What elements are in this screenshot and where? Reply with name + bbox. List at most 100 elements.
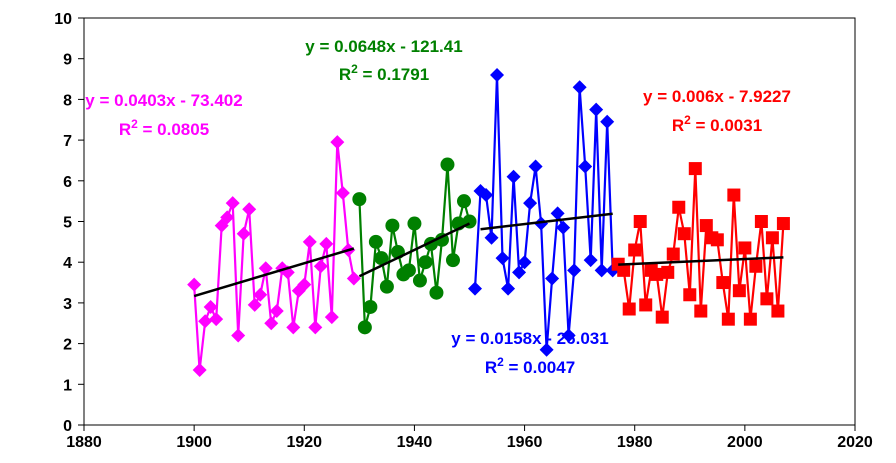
data-point <box>589 102 604 117</box>
y-tick-label: 9 <box>63 52 72 69</box>
data-point <box>567 263 582 278</box>
y-tick-label: 5 <box>63 215 72 232</box>
data-point <box>556 220 571 235</box>
data-point <box>534 216 549 231</box>
data-point <box>545 271 560 286</box>
r-squared-label: R2 = 0.0805 <box>119 117 209 139</box>
data-point <box>368 234 383 249</box>
y-tick-label: 8 <box>63 92 72 109</box>
trendline <box>358 222 471 278</box>
data-point <box>412 273 427 288</box>
y-tick-label: 1 <box>63 377 72 394</box>
y-tick-label: 4 <box>63 255 72 272</box>
y-tick-label: 0 <box>63 418 72 435</box>
data-point <box>622 302 636 316</box>
data-point <box>721 312 735 326</box>
axes: 0 1 2 3 4 5 6 7 8 9 10 1880 1900 1920 1940 1960 1980 2000… <box>54 11 873 451</box>
data-point <box>445 253 460 268</box>
data-point <box>346 271 361 286</box>
x-tick-label: 1960 <box>507 434 543 451</box>
data-point <box>357 320 372 335</box>
data-point <box>512 265 527 280</box>
data-point <box>677 227 691 241</box>
data-point <box>661 265 675 279</box>
data-point <box>617 263 631 277</box>
data-point <box>203 299 218 314</box>
data-point <box>561 328 576 343</box>
data-point <box>198 314 213 329</box>
data-point <box>242 202 257 217</box>
trendline-equation: y = 0.0403x - 73.402 <box>85 91 242 110</box>
data-point <box>401 263 416 278</box>
trendline-equation: y = 0.0648x - 121.41 <box>305 37 462 56</box>
data-point <box>650 267 664 281</box>
data-point <box>495 251 510 266</box>
data-point <box>352 192 367 207</box>
data-point <box>583 253 598 268</box>
data-point <box>484 230 499 245</box>
data-point <box>506 169 521 184</box>
data-point <box>710 233 724 247</box>
data-point <box>738 241 752 255</box>
data-point <box>749 259 763 273</box>
data-point <box>771 304 785 318</box>
data-point <box>302 234 317 249</box>
data-point <box>688 162 702 176</box>
data-point <box>308 320 323 335</box>
trendline <box>193 247 355 298</box>
data-point <box>490 67 505 82</box>
data-point <box>225 196 240 211</box>
data-point <box>209 312 224 327</box>
data-point <box>666 247 680 261</box>
data-point <box>743 312 757 326</box>
data-point <box>501 281 516 296</box>
data-point <box>269 304 284 319</box>
data-point <box>594 263 609 278</box>
data-point <box>776 217 790 231</box>
x-tick-label: 1920 <box>286 434 322 451</box>
data-point <box>727 188 741 202</box>
data-point <box>572 80 587 95</box>
data-point <box>468 281 483 296</box>
data-point <box>440 157 455 172</box>
y-tick-label: 3 <box>63 296 72 313</box>
series-2 <box>352 157 477 335</box>
data-point <box>264 316 279 331</box>
data-point <box>379 279 394 294</box>
data-point <box>258 261 273 276</box>
data-point <box>716 276 730 290</box>
x-tick-label: 1900 <box>176 434 212 451</box>
x-tick-label: 1880 <box>66 434 102 451</box>
data-point <box>539 342 554 357</box>
series-3 <box>468 67 620 357</box>
data-point <box>550 206 565 221</box>
data-point <box>655 310 669 324</box>
data-point <box>187 277 202 292</box>
data-point <box>418 255 433 270</box>
data-point <box>192 363 207 378</box>
data-point <box>335 186 350 201</box>
data-point <box>628 243 642 257</box>
r-squared-label: R2 = 0.0031 <box>672 113 762 135</box>
data-point <box>754 215 768 228</box>
data-point <box>694 304 708 318</box>
series-1 <box>187 135 361 378</box>
x-tick-label: 1980 <box>617 434 653 451</box>
data-point <box>479 188 494 203</box>
data-point <box>528 159 543 174</box>
data-point <box>672 200 686 214</box>
data-point <box>633 215 647 228</box>
data-point <box>319 236 334 251</box>
data-point <box>429 285 444 300</box>
series-line <box>473 73 614 351</box>
data-point <box>732 284 746 298</box>
data-point <box>247 297 262 312</box>
data-point <box>456 194 471 209</box>
data-point <box>313 259 328 274</box>
data-point <box>220 210 235 225</box>
data-point <box>639 298 653 312</box>
data-point <box>683 288 697 302</box>
r-squared-label: R2 = 0.0047 <box>485 355 575 377</box>
x-tick-label: 2000 <box>727 434 763 451</box>
